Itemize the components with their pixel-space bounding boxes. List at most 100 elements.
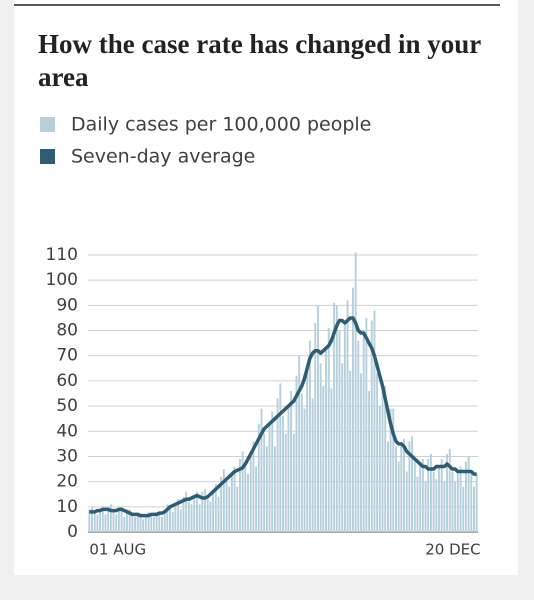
bar [142, 519, 145, 532]
bar [440, 458, 443, 532]
bar [408, 441, 411, 532]
bar [228, 486, 231, 532]
bar [107, 506, 110, 532]
bar [354, 252, 357, 532]
legend-label: Seven-day average [71, 146, 255, 168]
bar [123, 516, 126, 532]
y-tick-label: 60 [56, 371, 78, 391]
y-tick-label: 80 [56, 321, 78, 341]
bar [298, 355, 301, 532]
y-tick-label: 10 [56, 497, 78, 517]
bar [144, 514, 147, 532]
bar [273, 446, 276, 532]
bar [120, 506, 123, 532]
bar [109, 504, 112, 532]
bar [303, 408, 306, 532]
bar [209, 501, 212, 532]
bar [252, 441, 255, 532]
bar [225, 481, 228, 532]
bar [475, 474, 478, 532]
bar [373, 310, 376, 532]
bar [400, 443, 403, 532]
bar [343, 322, 346, 532]
bar [351, 287, 354, 532]
bar [338, 330, 341, 532]
bar [427, 458, 430, 532]
bar [93, 511, 96, 532]
bar [214, 484, 217, 532]
bar [419, 464, 422, 532]
bar [333, 302, 336, 532]
legend: Daily cases per 100,000 people Seven-day … [40, 114, 371, 168]
bar [101, 506, 104, 532]
bar [282, 416, 284, 532]
bar [247, 474, 249, 532]
y-tick-label: 70 [56, 346, 78, 366]
bar [204, 489, 206, 532]
bar [150, 514, 153, 532]
bar [292, 433, 295, 532]
bar [212, 491, 215, 532]
bar [182, 496, 185, 532]
bar [96, 514, 99, 532]
bar [115, 514, 118, 532]
footer-band [0, 575, 534, 600]
bar [131, 514, 134, 532]
bar [190, 504, 193, 532]
bar [462, 486, 465, 532]
bar [171, 511, 174, 532]
bar [244, 466, 247, 532]
bar [470, 474, 473, 532]
bar [346, 300, 349, 532]
bar [239, 458, 241, 532]
bar [392, 408, 395, 532]
bar [265, 446, 268, 532]
bar [222, 469, 225, 532]
bar [158, 511, 161, 532]
bar [314, 322, 317, 532]
y-tick-label: 90 [56, 295, 78, 315]
y-tick-label: 20 [56, 472, 78, 492]
x-tick-label: 20 DEC [425, 541, 480, 559]
bar [163, 509, 166, 532]
bar [99, 509, 102, 532]
bar [139, 514, 142, 532]
bar [464, 461, 467, 532]
legend-swatch [40, 117, 55, 132]
bar [260, 408, 263, 532]
y-tick-label: 50 [56, 396, 78, 416]
legend-swatch [40, 149, 55, 164]
bar [177, 499, 180, 532]
bar [155, 514, 158, 532]
bar [217, 496, 220, 532]
average-line [89, 316, 477, 518]
bar [416, 476, 419, 532]
bar [271, 411, 274, 532]
bar [322, 385, 325, 532]
y-tick-label: 30 [56, 446, 78, 466]
y-tick-label: 100 [46, 270, 78, 290]
bar [451, 471, 454, 532]
bar [405, 471, 408, 532]
bar [295, 375, 298, 532]
title-box: How the case rate has changed in your ar… [38, 29, 481, 92]
bar [185, 491, 188, 532]
y-tick-label: 0 [67, 522, 78, 542]
bar [128, 509, 131, 532]
bar [147, 511, 150, 532]
bar [174, 504, 177, 532]
bar [448, 448, 451, 532]
bar [230, 474, 233, 532]
bar [459, 466, 462, 532]
bar [443, 481, 446, 532]
side-margin [518, 0, 534, 600]
bar [368, 390, 371, 532]
bar [179, 509, 182, 532]
bar [263, 433, 266, 532]
bar [198, 504, 201, 532]
bar [308, 340, 311, 532]
side-margin [0, 0, 14, 600]
bar [220, 476, 223, 532]
bar [365, 317, 368, 532]
